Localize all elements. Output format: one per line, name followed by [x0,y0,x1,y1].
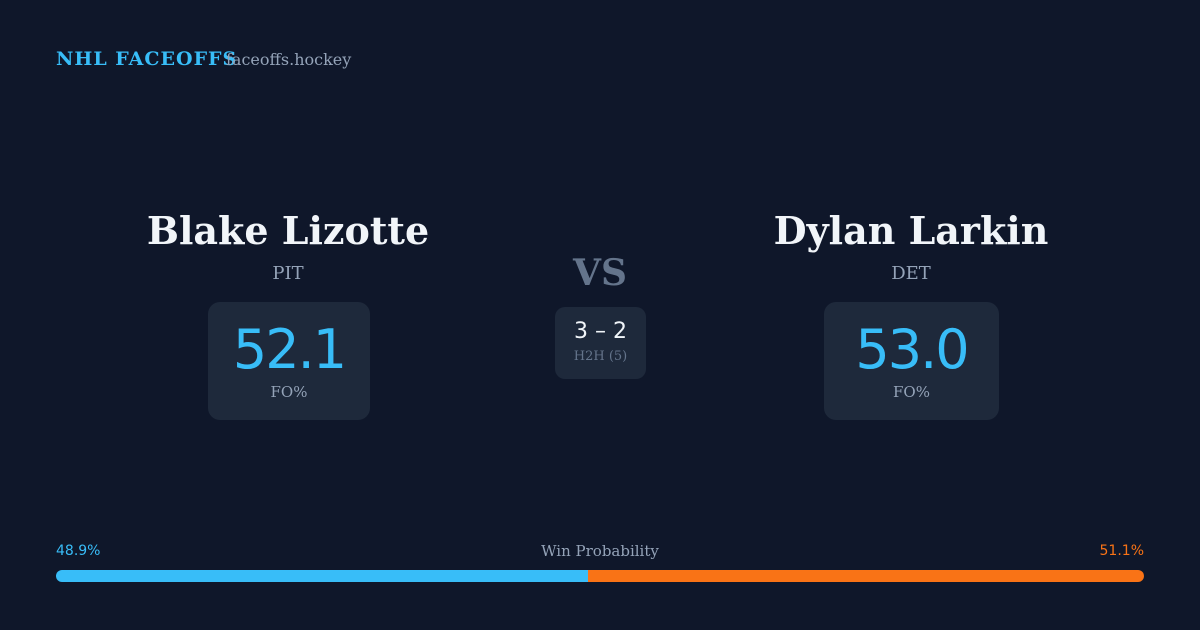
player-team: PIT [272,263,304,284]
stat-label: FO% [270,383,308,401]
site: faceoffs.hockey [226,50,352,69]
h2h-label: H2H (5) [573,349,628,364]
win-prob-left: 48.9% [56,543,101,559]
stat-box: 53.0 FO% [824,302,999,420]
h2h-score: 3 – 2 [574,319,627,344]
player-name: Blake Lizotte [146,208,430,253]
win-prob-label: Win Probability [541,542,659,560]
stat-box: 52.1 FO% [208,302,370,420]
stat-value: 53.0 [855,318,969,381]
win-prob-right: 51.1% [1099,543,1144,559]
vs-label: VS [573,252,627,294]
win-prob-segment [588,570,1144,582]
player-name: Dylan Larkin [773,208,1049,253]
win-prob-segment [56,570,589,582]
brand: NHL FACEOFFS [56,48,238,70]
stat-label: FO% [893,383,930,401]
stat-value: 52.1 [232,318,347,381]
win-prob-bar [56,570,1144,582]
h2h-box: 3 – 2 H2H (5) [555,307,646,379]
player-team: DET [891,263,931,284]
